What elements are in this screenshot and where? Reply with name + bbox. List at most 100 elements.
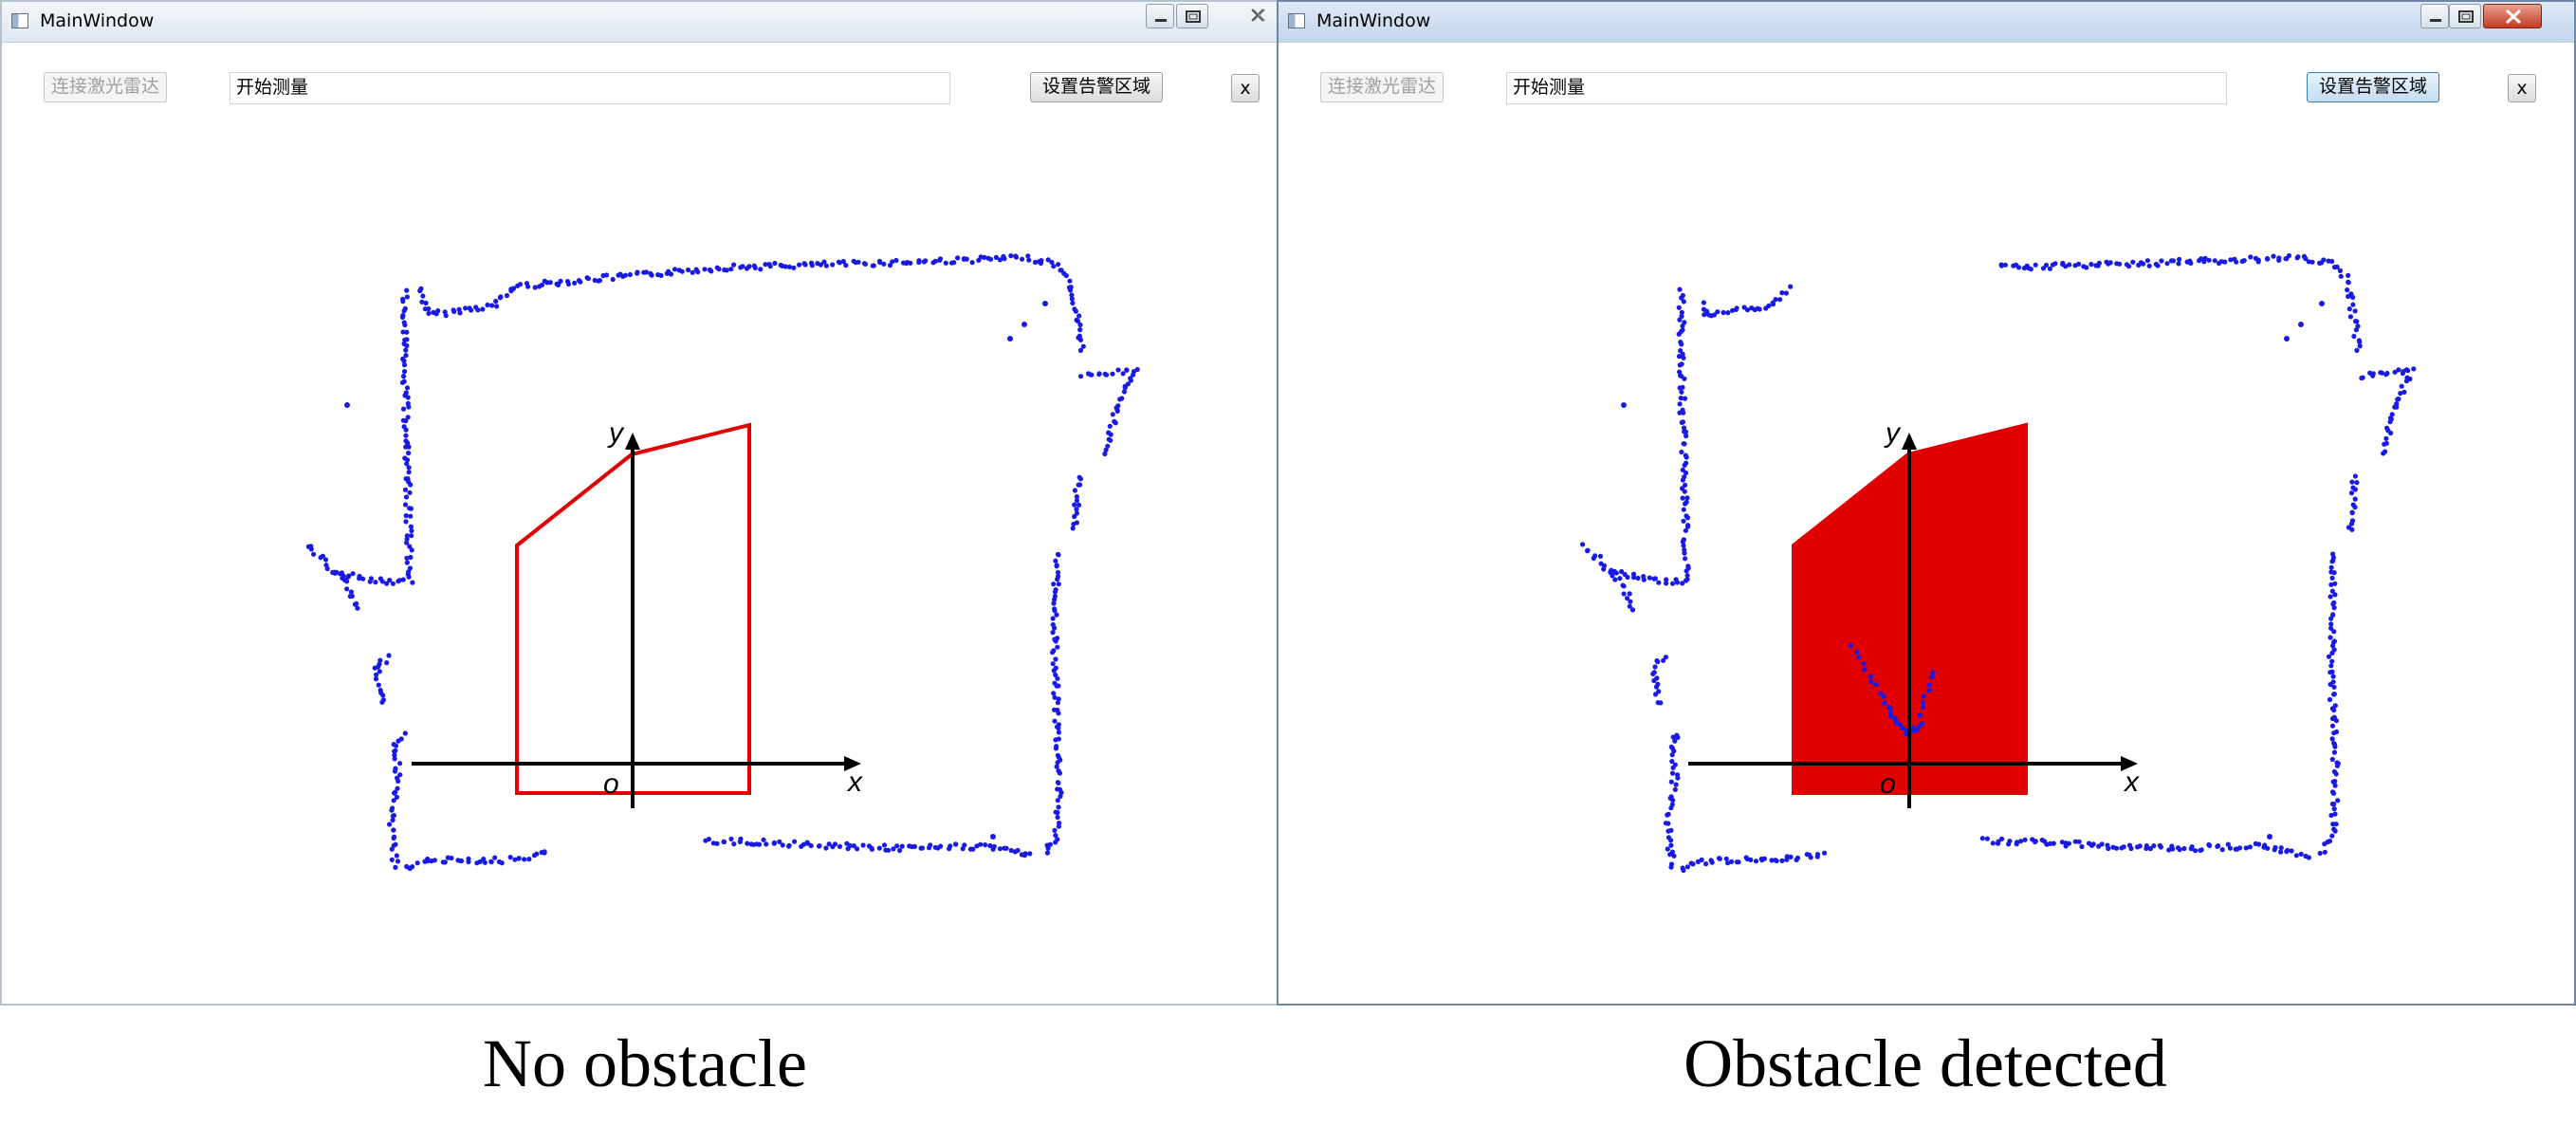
connect-lidar-button[interactable]: 连接激光雷达 (1320, 72, 1444, 102)
scan-point (1053, 833, 1058, 839)
scan-point (1683, 470, 1689, 476)
obstacle-point (1882, 700, 1887, 706)
scan-point (843, 263, 849, 268)
scan-point (392, 790, 397, 796)
maximize-button[interactable] (1176, 4, 1208, 28)
scan-point (1077, 322, 1083, 328)
caption-obstacle-detected: Obstacle detected (1684, 1025, 2167, 1101)
scan-point (405, 400, 411, 406)
scan-point (1053, 672, 1058, 678)
scan-point (2349, 510, 2355, 516)
scan-point (1663, 821, 1668, 826)
scan-point (2332, 592, 2338, 598)
connect-lidar-button[interactable]: 连接激光雷达 (44, 72, 167, 102)
panel-close-button[interactable]: x (1231, 74, 1260, 102)
scan-point (2331, 629, 2337, 635)
scan-point (2360, 375, 2365, 380)
scan-point (2255, 257, 2261, 263)
window-close-button[interactable] (2483, 4, 2542, 28)
scan-point (531, 853, 538, 859)
scan-point (1680, 495, 1685, 501)
obstacle-point (1915, 727, 1921, 732)
scan-point (1072, 502, 1077, 508)
scan-point (2347, 314, 2353, 320)
scan-point (2332, 811, 2338, 817)
scan-point (572, 280, 578, 286)
title-bar[interactable]: MainWindow (2, 2, 1277, 43)
scan-point (702, 267, 708, 272)
window-close-button[interactable] (1239, 4, 1277, 28)
y-axis-arrow (1902, 433, 1917, 450)
x-axis-label: x (2123, 766, 2140, 798)
scan-point (1703, 861, 1709, 867)
scan-point (2015, 265, 2022, 270)
scan-point (402, 502, 409, 508)
measure-field[interactable]: 开始测量 (230, 72, 950, 104)
scan-point (393, 766, 398, 771)
scan-point (830, 844, 836, 850)
scan-point (1683, 429, 1689, 434)
scan-point (2176, 261, 2181, 267)
scan-point (1073, 308, 1078, 314)
scan-point (1708, 858, 1714, 863)
scan-point (1669, 802, 1675, 807)
scan-point (1664, 577, 1669, 582)
scan-point (2261, 844, 2267, 850)
y-axis-label: y (607, 417, 625, 449)
scan-point (1680, 467, 1685, 472)
scan-point (423, 300, 429, 306)
scan-point (2327, 696, 2333, 703)
scan-point (1077, 476, 1083, 482)
scan-point (1673, 782, 1679, 787)
measure-field[interactable]: 开始测量 (1506, 72, 2227, 104)
scan-point (2333, 718, 2339, 724)
scan-point (2158, 844, 2163, 850)
scan-point (876, 845, 882, 851)
scan-point (404, 329, 410, 335)
scan-point (2328, 625, 2334, 631)
scan-point (1725, 860, 1731, 866)
scan-point (2164, 261, 2170, 267)
scan-point (2328, 621, 2334, 627)
scan-point (2141, 261, 2146, 267)
scan-point (1631, 575, 1637, 581)
scan-point (1757, 306, 1762, 312)
scan-point (845, 846, 851, 852)
scan-point (724, 268, 729, 273)
scan-point (384, 581, 390, 586)
minimize-button[interactable] (1146, 4, 1174, 28)
scan-point (406, 470, 412, 475)
scan-point (658, 272, 664, 278)
scan-point (466, 856, 471, 861)
scan-point (2328, 681, 2333, 688)
scan-point (1665, 828, 1671, 834)
scan-point (2105, 842, 2110, 848)
panel-close-button[interactable]: x (2508, 74, 2536, 102)
scan-point (1613, 570, 1619, 576)
minimize-button[interactable] (2420, 4, 2449, 28)
set-alarm-zone-button[interactable]: 设置告警区域 (1030, 72, 1163, 102)
scan-point (1680, 327, 1685, 333)
scan-point (1106, 430, 1112, 435)
scan-point (451, 308, 457, 314)
scan-point (893, 257, 899, 264)
scan-point (1121, 389, 1128, 395)
scan-point (1681, 355, 1686, 360)
close-icon (2505, 9, 2522, 25)
obstacle-point (1868, 679, 1874, 685)
app-icon (1288, 13, 1305, 28)
scan-point (2329, 258, 2335, 265)
scan-point (390, 581, 396, 586)
set-alarm-zone-button[interactable]: 设置告警区域 (2307, 72, 2439, 102)
maximize-button[interactable] (2449, 4, 2481, 28)
scan-point (404, 555, 410, 561)
scan-point (475, 307, 481, 313)
scan-point (2110, 844, 2116, 850)
scan-point (799, 843, 804, 849)
scan-point (2144, 258, 2150, 264)
scan-point (2030, 837, 2035, 842)
scan-point (1056, 729, 1061, 735)
scan-point (855, 846, 860, 852)
title-bar[interactable]: MainWindow (1279, 2, 2574, 43)
scan-point (463, 305, 469, 311)
